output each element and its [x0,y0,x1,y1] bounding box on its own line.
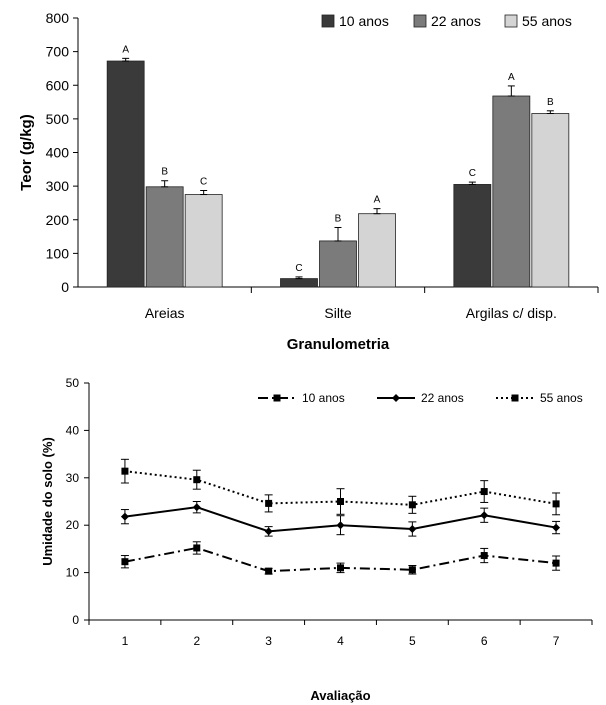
line-x-axis-title: Avaliação [310,688,370,703]
line-point [193,476,201,484]
line-point [337,564,344,572]
bar-x-tick-label: Silte [324,305,351,321]
bar-letter-label: A [374,195,381,206]
bar-legend-label: 55 anos [522,13,572,29]
line-point [121,558,129,566]
line-legend-label: 22 anos [421,391,464,405]
bar-legend-swatch [504,14,518,28]
line-x-tick-label: 1 [122,634,129,648]
line-point [408,501,416,509]
line-legend-label: 55 anos [540,391,583,405]
line-series [120,501,561,537]
bar-letter-label: A [508,72,515,83]
line-point [408,524,417,533]
bar-legend-label: 10 anos [339,13,389,29]
bar-letter-label: C [469,168,476,179]
bar-letter-label: B [547,97,554,108]
bar-y-tick-label: 600 [46,77,70,93]
bar-y-tick-label: 400 [46,145,70,161]
line-y-tick-label: 0 [72,613,79,627]
line-x-tick-label: 5 [409,634,416,648]
bar-x-axis-title: Granulometria [287,336,390,353]
bar [280,278,318,288]
bar [184,194,223,288]
bar-y-tick-label: 800 [46,10,70,26]
line-series [120,541,561,575]
line-point [265,567,273,575]
line-series [120,458,561,516]
bar-letter-label: B [335,213,342,224]
bar-y-tick-label: 700 [46,44,70,60]
line-y-tick-label: 40 [66,423,80,437]
bar-letter-label: C [295,263,302,274]
line-legend-label: 10 anos [302,391,345,405]
bar-legend-swatch [321,14,335,28]
bar-letter-label: B [161,167,168,178]
bar [492,95,531,288]
line-x-tick-label: 4 [337,634,344,648]
bar-x-tick-label: Areias [145,305,185,321]
bar [531,113,570,288]
bar [453,184,492,288]
line-y-axis-title: Umidade do solo (%) [40,437,55,566]
bar-y-tick-label: 300 [46,178,70,194]
bar-y-tick-label: 0 [61,279,69,295]
line-legend-marker [511,394,519,402]
line-point [552,559,560,567]
line-x-tick-label: 3 [265,634,272,648]
bar-letter-label: C [200,176,207,187]
line-point [480,488,488,496]
line-point [120,512,129,521]
line-point [121,467,129,475]
bar [319,240,357,288]
line-y-tick-label: 50 [66,376,80,390]
line-point [552,523,561,532]
line-point [337,498,344,505]
bar [145,186,184,288]
line-chart: 0 10 20 30 40 50 1 2 3 4 5 6 7 Umidade do solo (%) Ava… [40,376,593,703]
line-y-tick-label: 30 [66,471,80,485]
line-legend-marker [273,394,281,402]
bar-y-tick-label: 100 [46,245,70,261]
bar-legend-swatch [413,14,427,28]
line-point [336,521,345,530]
bar-x-tick-label: Argilas c/ disp. [466,305,557,321]
bar-y-tick-label: 200 [46,212,70,228]
line-point [408,566,416,574]
line-x-tick-label: 6 [481,634,488,648]
bar-y-tick-label: 500 [46,111,70,127]
line-point [193,544,201,552]
bar [106,60,145,288]
line-point [264,527,273,536]
line-point [480,552,488,560]
line-legend-marker [392,394,400,402]
bar [358,213,396,288]
line-x-tick-label: 2 [193,634,200,648]
bar-letter-label: A [122,44,129,55]
line-y-tick-label: 20 [66,518,80,532]
line-x-tick-label: 7 [553,634,560,648]
bar-legend-label: 22 anos [431,13,481,29]
line-point [265,499,273,507]
bar-y-axis-title: Teor (g/kg) [18,114,35,190]
line-point [552,500,560,508]
line-y-tick-label: 10 [66,566,80,580]
line-point [192,503,201,512]
line-point [480,511,489,520]
bar-chart: 0 100 200 300 400 500 600 700 800 Areias A B C Silte C… [18,10,599,353]
